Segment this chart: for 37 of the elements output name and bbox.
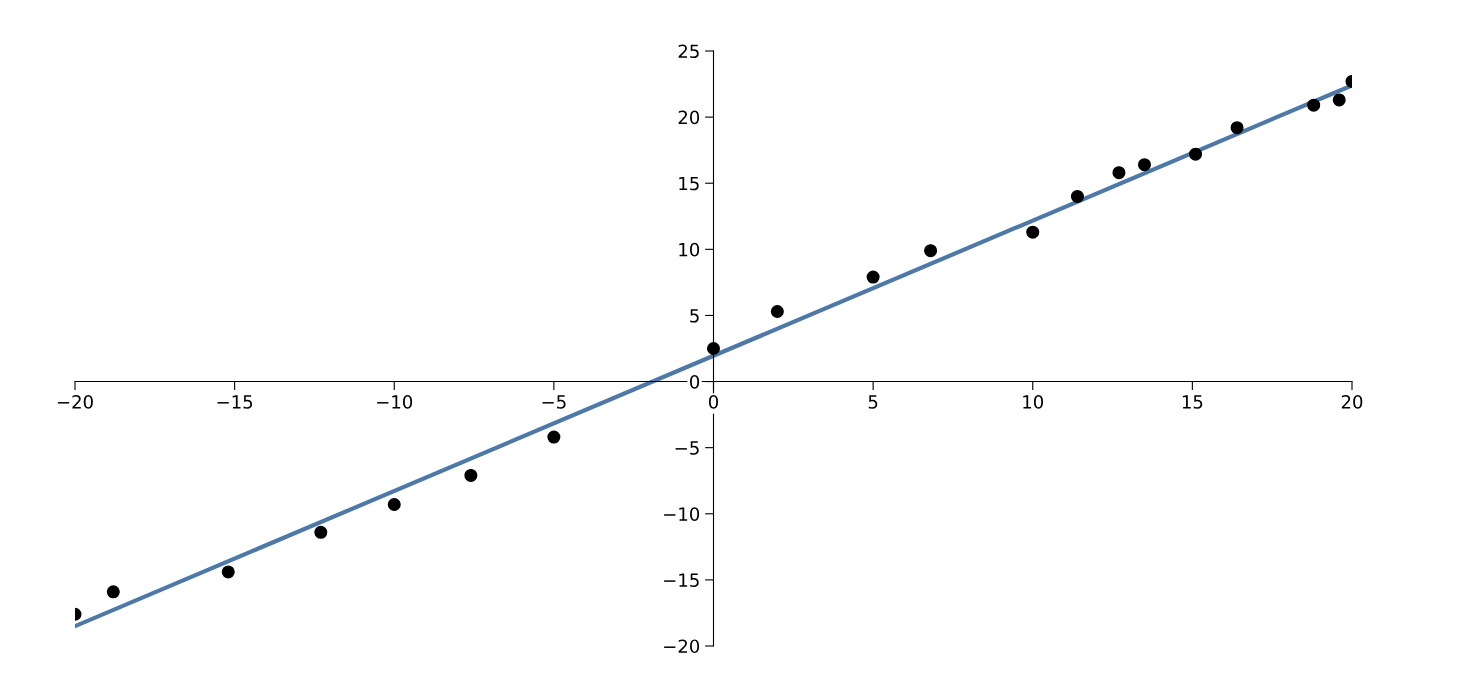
point (1026, 225, 1040, 239)
x-tick-label: 10 (1023, 395, 1044, 409)
x-tick-label: −10 (377, 395, 413, 409)
y-tick-label: −20 (664, 639, 700, 654)
y-tick-label: 0 (690, 375, 700, 389)
point (221, 565, 235, 579)
point (1332, 93, 1346, 107)
point (1070, 189, 1084, 203)
y-tick-label: 5 (690, 309, 699, 323)
y-tick-label: −15 (664, 573, 699, 588)
point (866, 270, 880, 284)
x-tick-label: 20 (1341, 395, 1363, 409)
x-tick-label: 5 (868, 395, 878, 409)
point (924, 244, 938, 258)
x-tick-label: −15 (217, 395, 253, 409)
x-tick-label: 15 (1182, 395, 1203, 409)
point (1189, 147, 1203, 161)
y-tick-label: −5 (675, 441, 699, 455)
x-tick-label: 0 (708, 395, 719, 409)
y-tick-label: 20 (678, 110, 700, 125)
point (770, 304, 784, 318)
point (1230, 121, 1244, 135)
point (547, 430, 561, 444)
y-tick-label: 25 (678, 44, 699, 59)
point (387, 498, 401, 512)
x-tick-label: −5 (542, 395, 566, 409)
y-tick-label: 15 (679, 176, 699, 191)
y-tick-label: 10 (679, 242, 700, 257)
point (314, 525, 328, 539)
point (1307, 98, 1321, 112)
y-tick-label: −10 (664, 507, 700, 521)
point (706, 341, 721, 356)
point (1112, 166, 1126, 180)
x-tick-label: −20 (57, 395, 93, 409)
point (464, 468, 478, 482)
point (106, 585, 120, 599)
point (1137, 158, 1151, 172)
